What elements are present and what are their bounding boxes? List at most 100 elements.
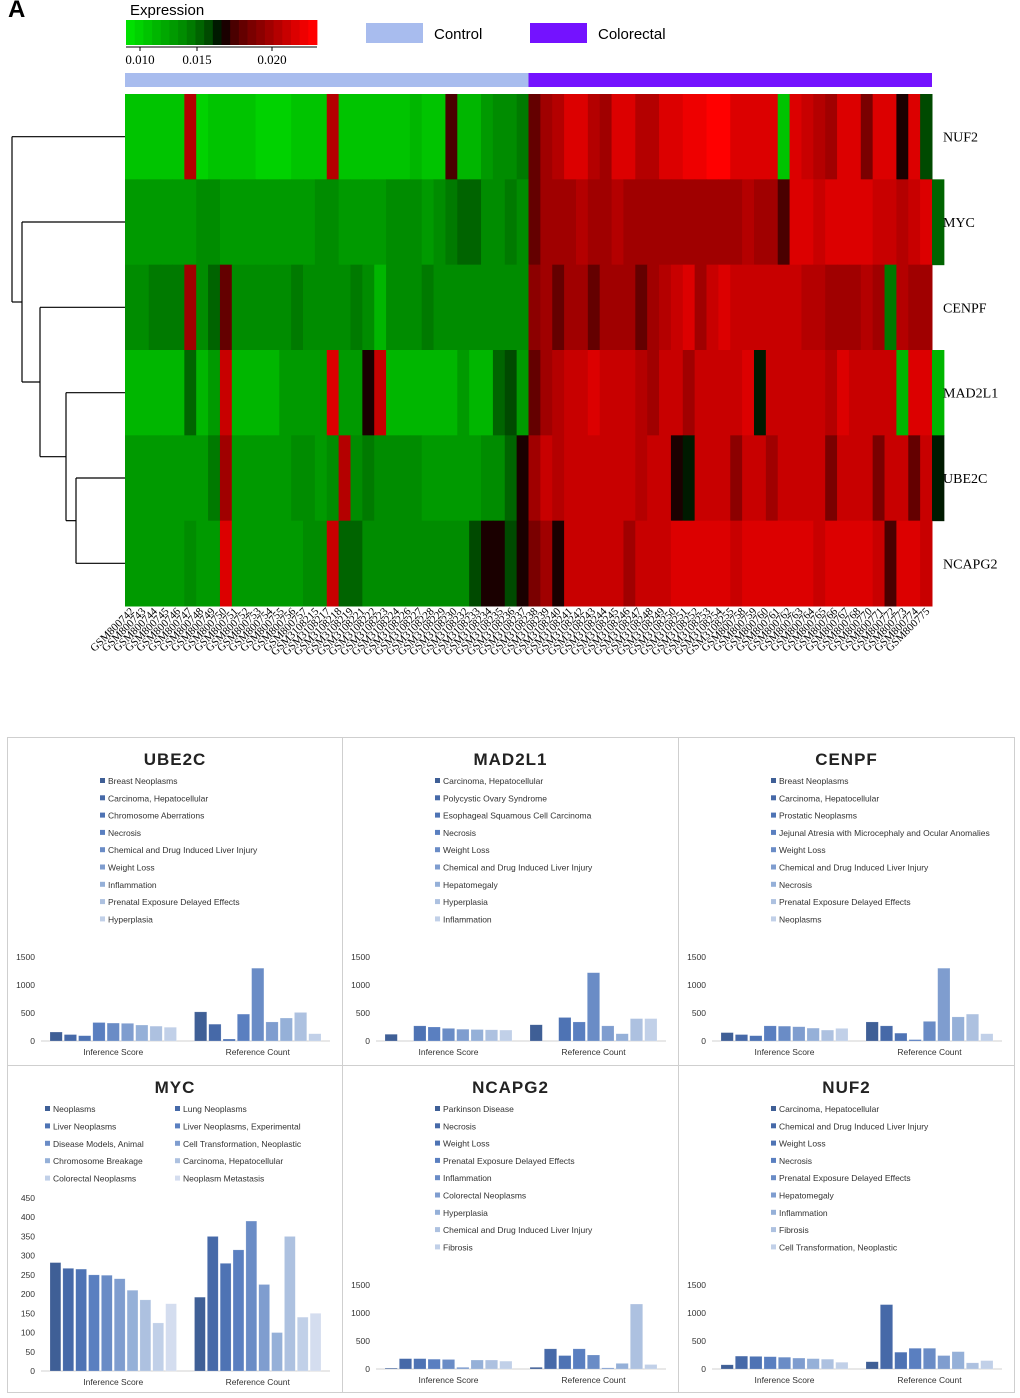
legend-swatch [771,1227,776,1233]
legend-label: Necrosis [779,880,812,890]
y-tick-label: 1000 [351,1308,370,1318]
heatmap-cell [409,264,423,351]
bar [126,1290,139,1372]
heatmap-cell [706,520,719,607]
legend-swatch [100,812,105,818]
heatmap-cell [659,350,672,436]
bar [384,1367,398,1370]
bar-panel-myc: MYC Neoplasms Lung Neoplasms Liver Neoplasm… [7,1065,343,1393]
group-legend-swatch-control [366,23,423,43]
heatmap-cell [516,350,529,436]
scale-swatch [178,20,188,45]
heatmap-cell [801,520,814,607]
legend-swatch [435,812,440,818]
bar [735,1355,748,1370]
heatmap-cell [896,520,909,607]
heatmap-cell [777,179,791,266]
heatmap-cell [445,264,458,351]
legend-label: Hyperplasia [443,1208,488,1218]
heatmap-cell [552,179,565,266]
legend-swatch [435,795,440,801]
y-tick-label: 1500 [351,1280,370,1290]
heatmap-cell [575,94,589,180]
chart-title-mad2l1: MAD2L1 [473,750,547,769]
heatmap-cell [860,520,874,607]
heatmap-cell [575,435,589,522]
heatmap-cell [219,94,233,180]
heatmap-cell [208,520,221,607]
bar [163,1027,177,1042]
chart-title-cenpf: CENPF [815,750,878,769]
heatmap-cell [635,435,648,522]
bar [207,1236,219,1372]
heatmap-cell [694,435,708,522]
legend-label: Hepatomegaly [443,880,499,890]
y-tick-label: 1000 [351,980,370,990]
bar-chart-nuf2: NUF2 Carcinoma, Hepatocellular Chemical an… [687,1078,1002,1385]
legend-swatch [435,899,440,905]
legend-label: Chemical and Drug Induced Liver Injury [108,845,258,855]
legend-swatch [435,916,440,922]
y-tick-label: 150 [21,1308,35,1318]
bar [258,1284,270,1372]
heatmap-cell [386,350,399,436]
bar [399,1358,412,1370]
x-category-label: Inference Score [754,1375,814,1385]
bar [101,1275,113,1372]
scale-swatch [299,20,309,45]
bar [219,1263,232,1372]
heatmap-cell [753,350,767,436]
heatmap-cell [196,435,209,522]
y-tick-label: 1500 [687,952,706,962]
y-tick-label: 200 [21,1289,35,1299]
heatmap-cell [492,435,506,522]
panel-label-a: A [8,0,26,23]
bar [821,1358,834,1370]
bar-chart-myc: MYC Neoplasms Lung Neoplasms Liver Neoplasm… [21,1078,330,1387]
bar [232,1249,245,1372]
y-tick-label: 500 [692,1008,706,1018]
bar [271,1332,283,1372]
bar [558,1355,572,1370]
heatmap-cell [291,520,304,607]
heatmap-cell [528,435,541,522]
heatmap-cell [243,435,257,522]
heatmap-cell [374,179,387,266]
heatmap-cell [742,435,755,522]
heatmap-cell [599,520,613,607]
legend-label: Hyperplasia [443,897,488,907]
heatmap-cell [397,520,411,607]
legend-label: Inflammation [443,1173,492,1183]
legend-label: Prenatal Exposure Delayed Effects [779,1173,911,1183]
legend-swatch [175,1123,180,1129]
heatmap-cell [765,435,779,522]
heatmap-cell [504,264,518,351]
legend-label: Necrosis [443,1121,476,1131]
x-category-label: Inference Score [83,1047,143,1057]
heatmap-cell [694,179,708,266]
heatmap-cell [243,520,257,607]
heatmap-cell [433,520,446,607]
heatmap-cell [789,264,802,351]
bar [749,1035,763,1042]
heatmap-cell [825,520,838,607]
heatmap-cell [481,264,494,351]
heatmap-cell [730,350,743,436]
heatmap-cell [160,350,173,436]
legend-swatch [435,1175,440,1181]
legend-label: Lung Neoplasms [183,1104,247,1114]
bar [894,1351,908,1370]
heatmap-cell [706,94,719,180]
scale-swatch [152,20,162,45]
heatmap-cell [255,520,268,607]
legend-label: Weight Loss [443,845,490,855]
heatmap-cell [148,179,162,266]
bar [279,1017,293,1042]
heatmap-cell [386,179,399,266]
legend-label: Breast Neoplasms [108,776,177,786]
heatmap-cell [730,264,743,351]
heatmap-cell [433,264,446,351]
heatmap-cell [172,435,185,522]
scale-swatch [212,20,222,45]
heatmap-cell [552,94,565,180]
